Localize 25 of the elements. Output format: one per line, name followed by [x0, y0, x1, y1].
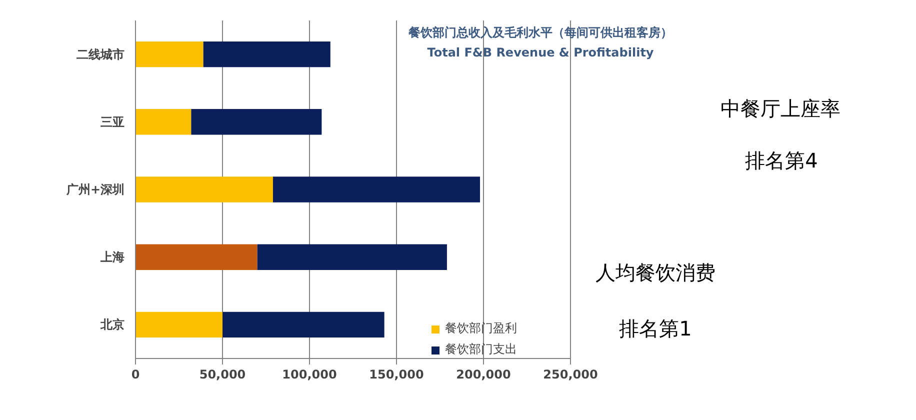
y-tick-label: 广州+深圳: [65, 182, 125, 196]
bar: [136, 176, 273, 202]
y-tick-label: 二线城市: [76, 47, 124, 62]
x-tick-label: 0: [131, 368, 140, 382]
bar: [222, 312, 384, 338]
bar: [272, 176, 480, 202]
bar: [136, 41, 204, 68]
text: 排名第1: [619, 316, 692, 340]
bar: [136, 109, 192, 135]
bar: [136, 244, 258, 270]
x-tick-label: 150,000: [369, 368, 424, 382]
x-tick-label: 250,000: [543, 368, 598, 382]
text: 排名第4: [745, 148, 818, 172]
y-tick-label: 三亚: [100, 114, 124, 129]
x-tick-label: 50,000: [199, 368, 246, 382]
bar: [191, 109, 322, 135]
x-tick-label: 200,000: [456, 368, 511, 382]
bar: [203, 41, 330, 68]
bar: [257, 244, 447, 270]
text: 人均餐饮消费: [596, 260, 716, 284]
y-tick-label: 上海: [100, 250, 124, 264]
y-tick-label: 北京: [100, 318, 124, 332]
text: 中餐厅上座率: [720, 96, 840, 120]
x-tick-label: 100,000: [282, 368, 337, 382]
bar: [136, 312, 222, 338]
